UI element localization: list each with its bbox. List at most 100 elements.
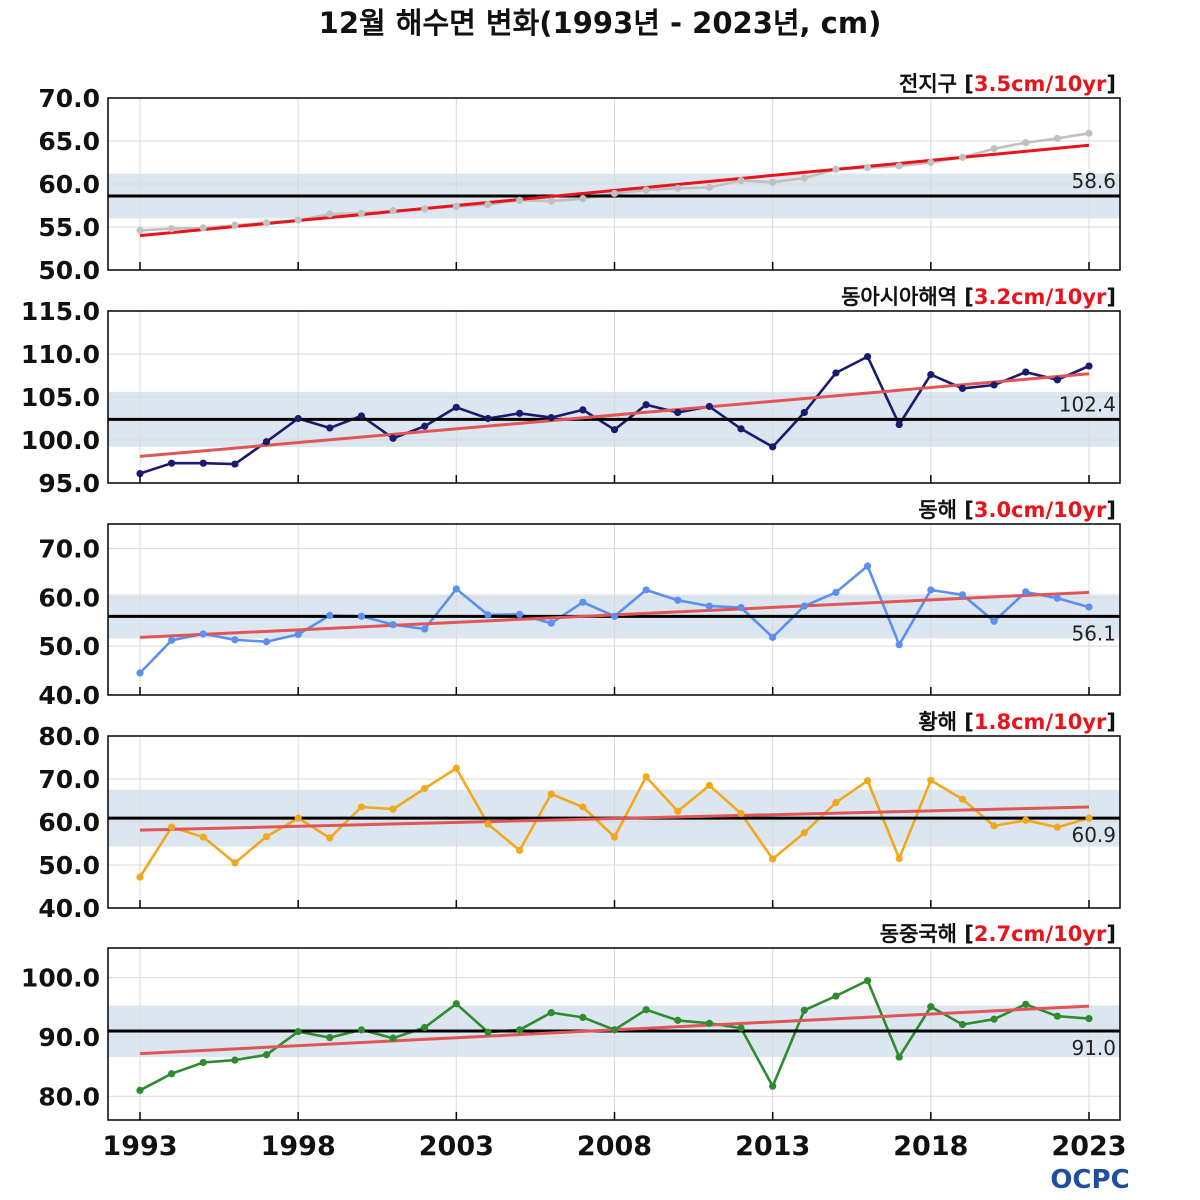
data-point <box>927 586 935 594</box>
trend-rate: 3.0cm/10yr <box>974 498 1107 522</box>
x-tick-label: 2013 <box>735 1131 810 1162</box>
data-point <box>1085 1014 1093 1023</box>
data-point <box>1022 1000 1030 1008</box>
panel-1: 전지구 [3.5cm/10yr] 70.0 65.0 60.0 55.0 50.0 58.6 <box>38 72 1121 285</box>
data-point <box>452 585 460 593</box>
panel-frame <box>107 735 1121 909</box>
data-point <box>610 833 619 841</box>
data-point <box>516 1026 524 1034</box>
data-point <box>863 164 872 172</box>
data-point <box>199 1058 207 1067</box>
data-point <box>832 165 840 173</box>
data-point <box>168 636 176 644</box>
data-point <box>1022 588 1030 596</box>
data-point <box>516 196 524 204</box>
data-point <box>421 625 429 633</box>
data-point <box>642 401 650 409</box>
panel-4: 황해 [1.8cm/10yr] 80.0 70.0 60.0 50.0 40.0 60.9 <box>38 710 1121 923</box>
y-tick-label: 50.0 <box>38 632 100 661</box>
data-point <box>674 807 682 815</box>
data-point <box>1022 139 1030 147</box>
chart-panels: 전지구 [3.5cm/10yr] 70.0 65.0 60.0 55.0 50.0 58.6… <box>21 72 1121 1121</box>
x-tick-label: 2003 <box>419 1131 494 1162</box>
data-point <box>800 602 808 610</box>
data-point <box>863 777 872 785</box>
panel-title: 황해 [1.8cm/10yr] <box>918 710 1116 734</box>
y-tick-label: 70.0 <box>38 534 100 563</box>
panel-frame <box>107 947 1121 1121</box>
data-point <box>705 183 714 192</box>
data-point <box>357 1026 366 1034</box>
data-point <box>1053 134 1061 143</box>
data-point <box>1085 362 1093 370</box>
bracket-close: ] <box>1106 710 1116 734</box>
data-point <box>389 1034 397 1042</box>
data-point <box>136 226 144 235</box>
data-point <box>1022 816 1030 824</box>
y-tick-label: 65.0 <box>38 127 100 156</box>
data-point <box>231 636 239 644</box>
y-tick-label: 40.0 <box>38 894 100 923</box>
y-tick-label: 70.0 <box>38 84 100 113</box>
data-point <box>895 420 903 429</box>
data-point <box>642 773 650 781</box>
data-point <box>136 469 144 478</box>
data-point <box>705 1019 714 1027</box>
data-point <box>168 823 176 831</box>
panel-5: 동중국해 [2.7cm/10yr] 100.0 90.0 80.0 91.0 <box>21 922 1121 1121</box>
panel-3: 동해 [3.0cm/10yr] 70.0 60.0 50.0 40.0 56.1 <box>38 498 1121 710</box>
data-point <box>737 603 745 612</box>
data-point <box>642 586 650 594</box>
data-point <box>262 438 271 446</box>
panel-title: 동아시아해역 [3.2cm/10yr] <box>841 285 1116 309</box>
data-point <box>579 1013 587 1021</box>
data-point <box>832 369 840 377</box>
data-point <box>1053 1012 1061 1020</box>
data-point <box>958 153 967 161</box>
bracket-close: ] <box>1106 922 1116 946</box>
data-point <box>610 426 619 434</box>
data-point <box>516 610 524 618</box>
data-point <box>1022 368 1030 376</box>
data-point <box>389 621 397 629</box>
data-point <box>895 1053 903 1061</box>
data-point <box>452 1000 460 1008</box>
data-point <box>357 803 366 811</box>
y-tick-label: 40.0 <box>38 681 100 710</box>
x-tick-label: 1993 <box>102 1131 177 1162</box>
y-tick-label: 70.0 <box>38 765 100 794</box>
data-point <box>927 776 935 784</box>
x-tick-label: 2018 <box>893 1131 968 1162</box>
panel-title: 동해 [3.0cm/10yr] <box>918 498 1116 522</box>
data-point <box>1053 376 1061 384</box>
data-point <box>199 833 207 841</box>
panel-title: 전지구 [3.5cm/10yr] <box>899 72 1116 96</box>
mean-value-label: 60.9 <box>1071 823 1116 847</box>
data-point <box>769 178 777 186</box>
data-point <box>990 1015 998 1023</box>
data-point <box>895 162 903 170</box>
trend-rate: 2.7cm/10yr <box>974 922 1107 946</box>
data-point <box>642 186 650 194</box>
bracket-close: ] <box>1106 285 1116 309</box>
data-point <box>326 611 334 619</box>
data-point <box>421 205 429 213</box>
ocpc-logo: OCPC <box>1050 1165 1129 1195</box>
data-point <box>136 669 144 677</box>
data-point <box>421 784 429 793</box>
x-tick-label: 2023 <box>1051 1131 1126 1162</box>
data-point <box>579 406 587 414</box>
data-point <box>294 814 302 822</box>
mean-value-label: 91.0 <box>1071 1036 1116 1060</box>
data-point <box>674 1016 682 1024</box>
data-point <box>863 977 872 985</box>
mean-value-label: 56.1 <box>1071 621 1116 645</box>
data-point <box>958 384 967 392</box>
data-point <box>357 412 366 420</box>
data-point <box>262 638 271 646</box>
data-point <box>737 1024 745 1032</box>
panel-frame <box>107 310 1121 484</box>
data-point <box>452 403 460 411</box>
data-point <box>231 221 239 229</box>
data-point <box>769 855 777 863</box>
